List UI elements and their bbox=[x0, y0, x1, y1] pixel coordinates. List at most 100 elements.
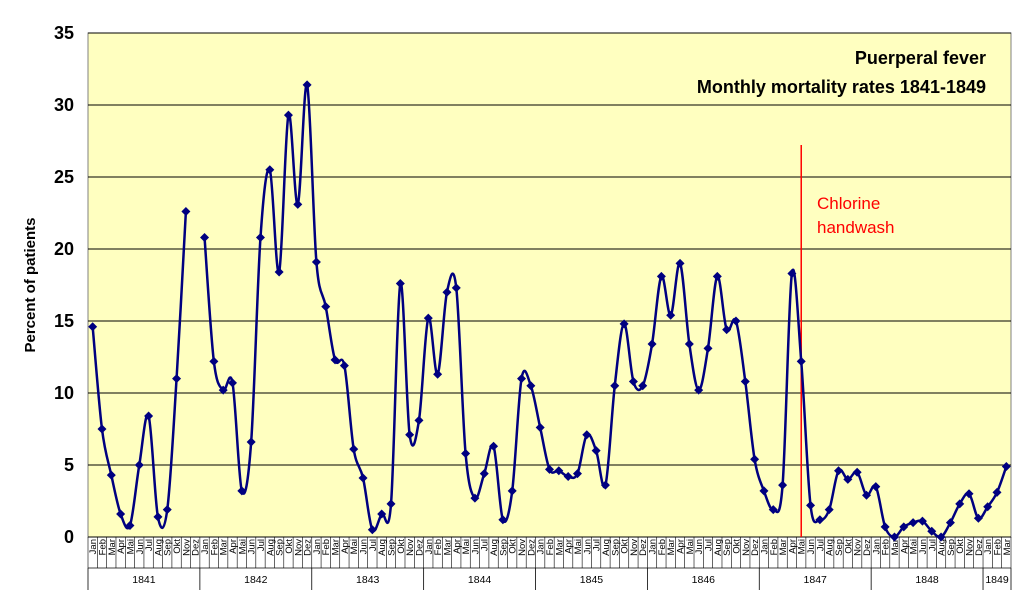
data-point bbox=[638, 381, 648, 391]
month-tick-label: Nov bbox=[293, 539, 304, 556]
data-point bbox=[153, 512, 163, 522]
month-tick-label: Jun bbox=[918, 539, 929, 554]
series-mortality bbox=[88, 80, 1011, 542]
data-point bbox=[936, 532, 946, 542]
month-tick-label: Sep bbox=[163, 539, 174, 556]
month-tick-label: Apr bbox=[116, 539, 127, 554]
month-tick-label: Aug bbox=[937, 539, 948, 556]
month-tick-label: Sep bbox=[387, 539, 398, 556]
month-tick-label: Jan bbox=[871, 539, 882, 554]
data-point bbox=[535, 423, 545, 433]
month-tick-label: Dez bbox=[526, 539, 537, 556]
data-point bbox=[106, 470, 116, 480]
month-tick-label: Okt bbox=[396, 539, 407, 554]
data-point bbox=[666, 310, 676, 320]
y-tick-20: 20 bbox=[54, 239, 74, 259]
data-point bbox=[572, 469, 582, 479]
annotation-handwash: handwash bbox=[817, 218, 895, 237]
data-point bbox=[283, 110, 293, 120]
month-tick-label: Dez bbox=[303, 539, 314, 556]
y-tick-labels: 0 5 10 15 20 25 30 35 bbox=[54, 23, 74, 547]
data-point bbox=[461, 448, 471, 458]
month-tick-label: Jan bbox=[648, 539, 659, 554]
data-point bbox=[228, 378, 238, 388]
year-label-1844: 1844 bbox=[468, 574, 492, 586]
month-tick-label: Mar bbox=[442, 539, 453, 555]
month-tick-label: Feb bbox=[209, 539, 220, 555]
month-tick-label: Aug bbox=[601, 539, 612, 556]
month-tick-label: Dez bbox=[414, 539, 425, 556]
month-tick-label: Okt bbox=[620, 539, 631, 554]
month-tick-label: Nov bbox=[181, 539, 192, 556]
month-tick-label: Nov bbox=[965, 539, 976, 556]
data-point bbox=[806, 500, 816, 510]
data-point bbox=[861, 490, 871, 500]
month-tick-label: Jul bbox=[703, 539, 714, 551]
chart-title: Puerperal fever bbox=[855, 48, 986, 68]
data-point bbox=[395, 279, 405, 289]
data-point bbox=[144, 411, 154, 421]
data-point bbox=[964, 489, 974, 499]
month-tick-label: Apr bbox=[787, 539, 798, 554]
year-label-1849: 1849 bbox=[985, 574, 1009, 586]
month-tick-label: Sep bbox=[946, 539, 957, 556]
data-point bbox=[442, 287, 452, 297]
data-point bbox=[293, 199, 303, 209]
month-tick-label: Nov bbox=[853, 539, 864, 556]
month-tick-label: Mai bbox=[125, 539, 136, 554]
month-tick-label: Okt bbox=[172, 539, 183, 554]
data-point bbox=[498, 515, 508, 525]
month-tick-label: Apr bbox=[452, 539, 463, 554]
gridlines bbox=[88, 32, 1011, 538]
data-point bbox=[656, 271, 666, 281]
month-tick-label: Jun bbox=[359, 539, 370, 554]
data-point bbox=[377, 509, 387, 519]
month-tick-label: Aug bbox=[825, 539, 836, 556]
data-point bbox=[162, 505, 172, 515]
year-label-1843: 1843 bbox=[356, 574, 380, 586]
month-tick-label: Mai bbox=[237, 539, 248, 554]
data-point bbox=[722, 325, 732, 335]
year-label-1846: 1846 bbox=[692, 574, 716, 586]
data-point bbox=[824, 505, 834, 515]
data-point bbox=[899, 522, 909, 532]
month-tick-label: Sep bbox=[834, 539, 845, 556]
data-point bbox=[545, 464, 554, 474]
data-point bbox=[433, 369, 443, 379]
data-point bbox=[917, 516, 927, 526]
month-tick-label: Mai bbox=[685, 539, 696, 554]
month-tick-label: Apr bbox=[340, 539, 351, 554]
data-point bbox=[796, 356, 806, 366]
month-tick-label: Okt bbox=[508, 539, 519, 554]
month-tick-label: Jul bbox=[256, 539, 267, 551]
month-tick-label: Jan bbox=[424, 539, 435, 554]
month-tick-label: Jul bbox=[480, 539, 491, 551]
month-tick-label: Dez bbox=[974, 539, 985, 556]
month-tick-label: Jan bbox=[312, 539, 323, 554]
month-tick-label: Okt bbox=[843, 539, 854, 554]
data-point bbox=[517, 374, 527, 384]
chart-subtitle: Monthly mortality rates 1841-1849 bbox=[697, 77, 986, 97]
month-tick-label: Apr bbox=[676, 539, 687, 554]
data-point bbox=[507, 486, 517, 496]
year-label-1841: 1841 bbox=[132, 574, 156, 586]
data-point bbox=[554, 466, 564, 476]
data-point bbox=[209, 356, 219, 366]
data-point bbox=[843, 474, 853, 484]
y-tick-25: 25 bbox=[54, 167, 74, 187]
data-point bbox=[731, 316, 741, 326]
month-tick-label: Feb bbox=[433, 539, 444, 555]
data-point bbox=[778, 480, 788, 490]
data-point bbox=[134, 460, 144, 470]
month-tick-label: Mar bbox=[1002, 539, 1013, 555]
y-tick-5: 5 bbox=[64, 455, 74, 475]
data-point bbox=[1001, 461, 1011, 471]
month-tick-label: Feb bbox=[881, 539, 892, 555]
data-point bbox=[451, 283, 461, 293]
month-tick-label: Feb bbox=[545, 539, 556, 555]
month-tick-label: Aug bbox=[489, 539, 500, 556]
data-point bbox=[983, 502, 993, 512]
y-tick-0: 0 bbox=[64, 527, 74, 547]
data-point bbox=[367, 525, 377, 535]
year-label-1845: 1845 bbox=[580, 574, 604, 586]
